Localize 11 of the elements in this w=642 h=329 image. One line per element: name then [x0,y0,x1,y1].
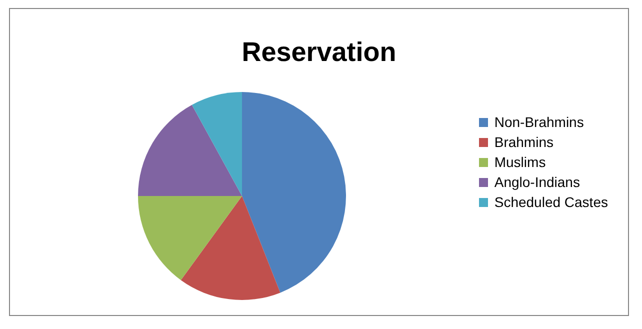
chart-title: Reservation [240,37,398,68]
legend-label: Anglo-Indians [494,173,580,192]
pie-slice [138,196,242,280]
pie-slice [138,104,242,196]
legend-label: Brahmins [494,133,554,152]
pie-slice [242,92,346,293]
legend-label: Muslims [494,153,546,172]
pie-slice [180,196,280,300]
pie-slice [192,92,242,196]
legend-label: Non-Brahmins [494,113,584,132]
legend-label: Scheduled Castes [494,193,608,212]
